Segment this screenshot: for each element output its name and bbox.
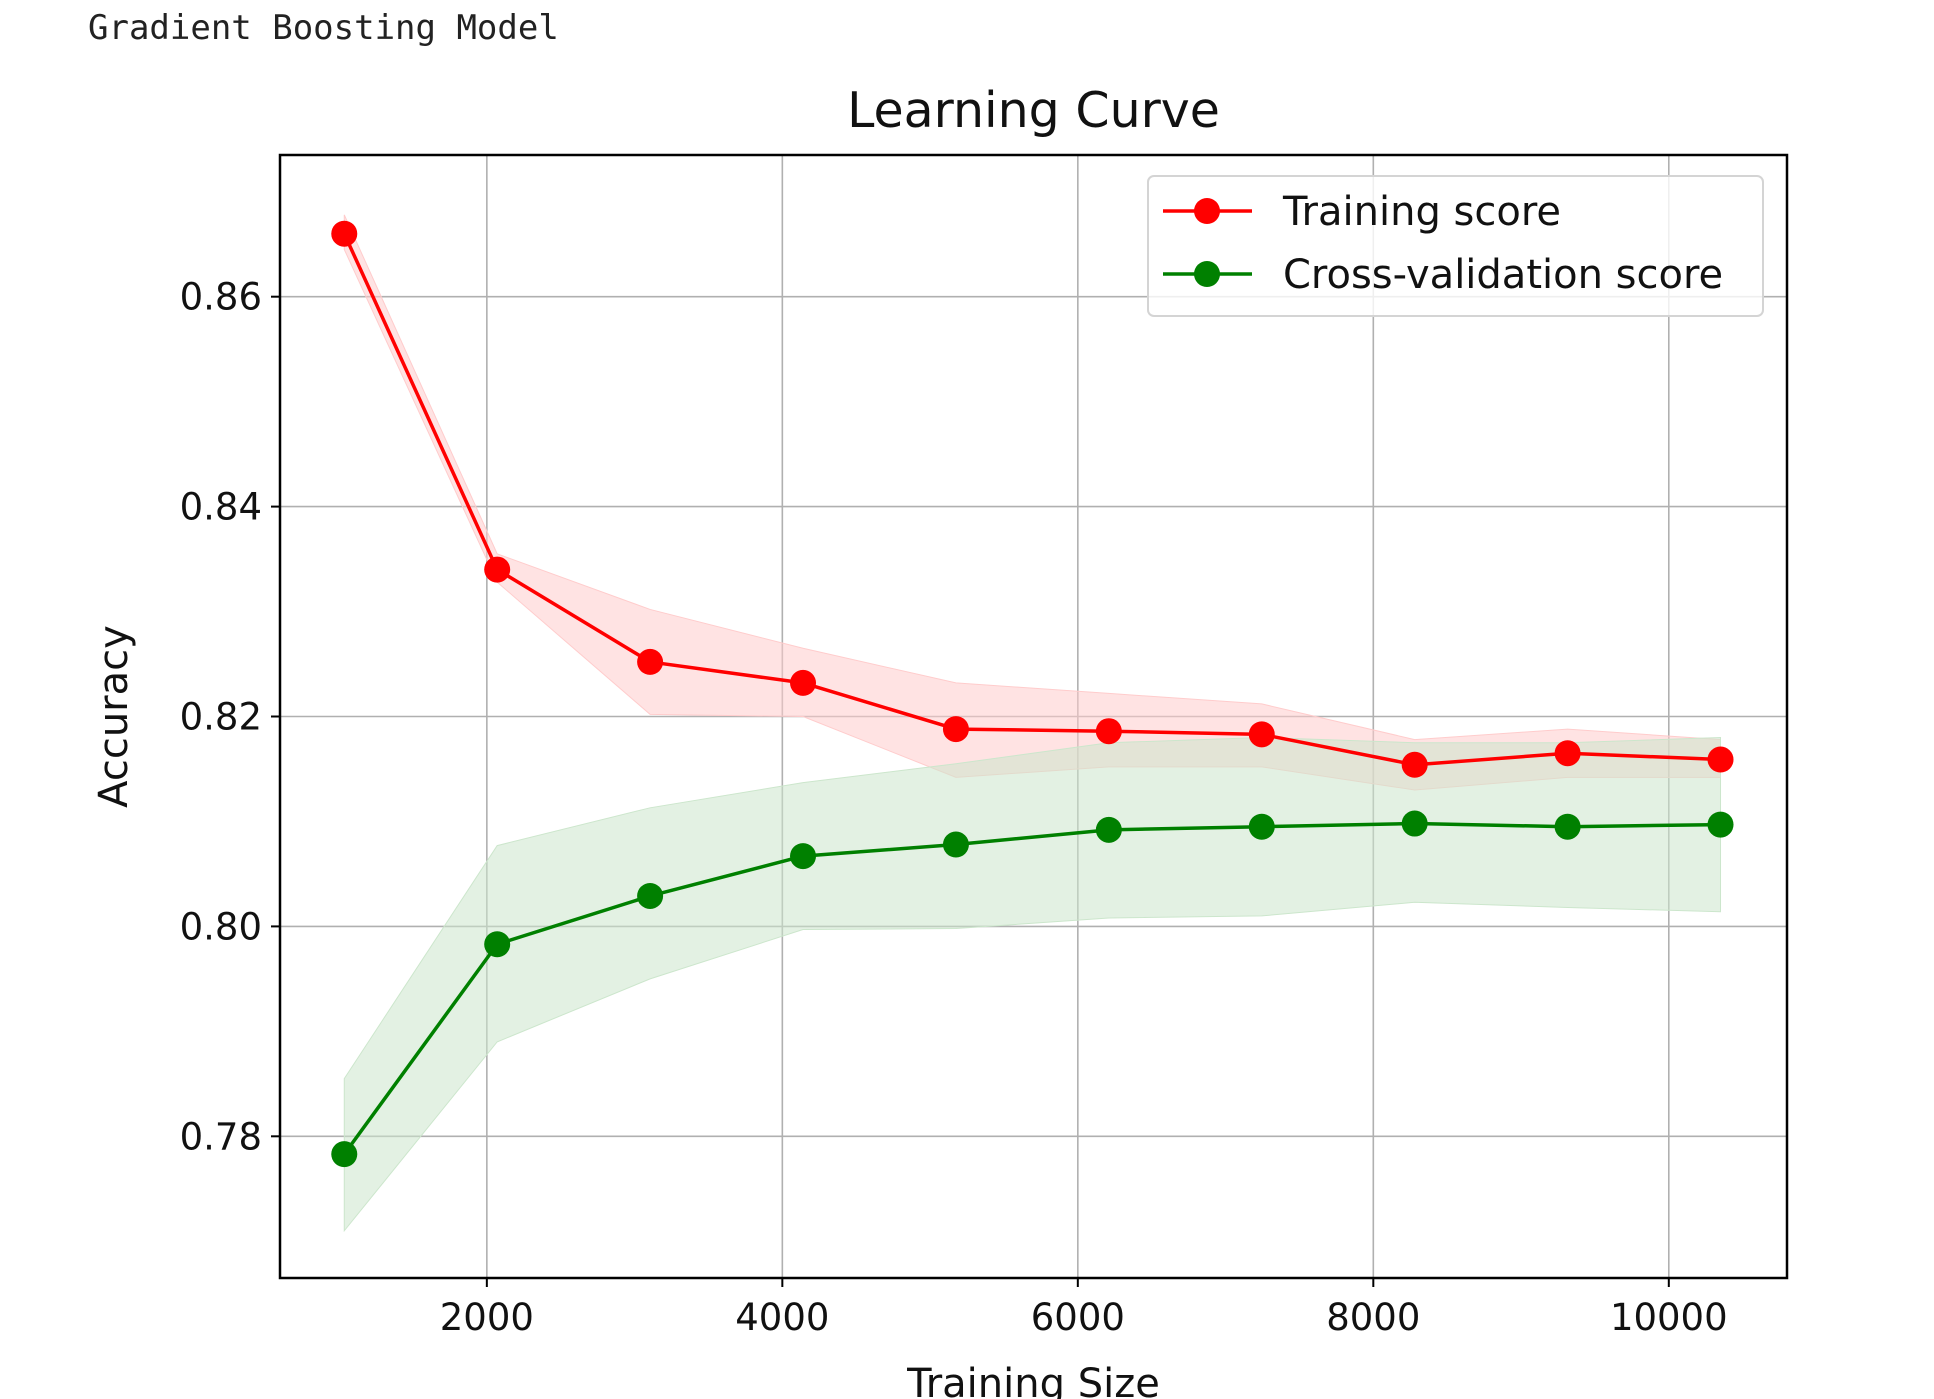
x-tick-label: 8000 <box>1326 1296 1420 1339</box>
point-series-0 <box>1401 751 1428 778</box>
point-series-1 <box>790 843 817 870</box>
point-series-1 <box>484 931 511 958</box>
x-tick-label: 4000 <box>735 1296 829 1339</box>
y-tick-label: 0.82 <box>180 696 262 739</box>
legend-label-0: Training score <box>1282 189 1561 235</box>
y-tick-label: 0.78 <box>180 1115 262 1158</box>
point-series-0 <box>1554 740 1581 767</box>
legend-label-1: Cross-validation score <box>1283 252 1723 298</box>
legend-marker-1 <box>1194 261 1220 287</box>
point-series-1 <box>637 882 664 909</box>
legend: Training score Cross-validation score <box>1147 175 1764 317</box>
point-series-0 <box>637 648 664 675</box>
point-series-1 <box>331 1141 358 1168</box>
series-lines <box>342 232 1721 1156</box>
x-tick-label: 2000 <box>440 1296 534 1339</box>
line-series-0 <box>342 232 1721 767</box>
chart-title: Learning Curve <box>847 82 1220 139</box>
legend-box <box>1147 175 1764 317</box>
point-series-1 <box>1401 810 1428 837</box>
point-series-1 <box>1707 811 1734 838</box>
point-series-1 <box>1554 813 1581 840</box>
point-series-0 <box>790 669 817 696</box>
point-series-0 <box>1707 746 1734 773</box>
point-series-0 <box>1248 721 1275 748</box>
y-axis-title: Accuracy <box>91 625 137 808</box>
point-series-1 <box>1095 816 1122 843</box>
x-axis-title: Training Size <box>906 1361 1160 1399</box>
model-output-text: Gradient Boosting Model <box>88 8 559 48</box>
point-series-0 <box>1095 718 1122 745</box>
y-tick-label: 0.80 <box>180 905 262 948</box>
point-series-0 <box>484 556 511 583</box>
x-tick-label: 10000 <box>1610 1296 1728 1339</box>
point-series-1 <box>942 831 969 858</box>
legend-marker-0 <box>1194 198 1220 224</box>
y-tick-label: 0.84 <box>180 486 262 529</box>
series-markers <box>331 220 1734 1168</box>
point-series-0 <box>331 220 358 247</box>
point-series-1 <box>1248 813 1275 840</box>
y-tick-label: 0.86 <box>180 276 262 319</box>
point-series-0 <box>942 716 969 743</box>
x-tick-label: 6000 <box>1031 1296 1125 1339</box>
confidence-bands <box>343 214 1722 1233</box>
axis-ticks: 2000 4000 6000 8000 10000 0.78 0.80 0.82 0.84 0.8… <box>180 276 1728 1339</box>
line-series-1 <box>342 821 1721 1156</box>
band-series-1 <box>343 736 1722 1233</box>
